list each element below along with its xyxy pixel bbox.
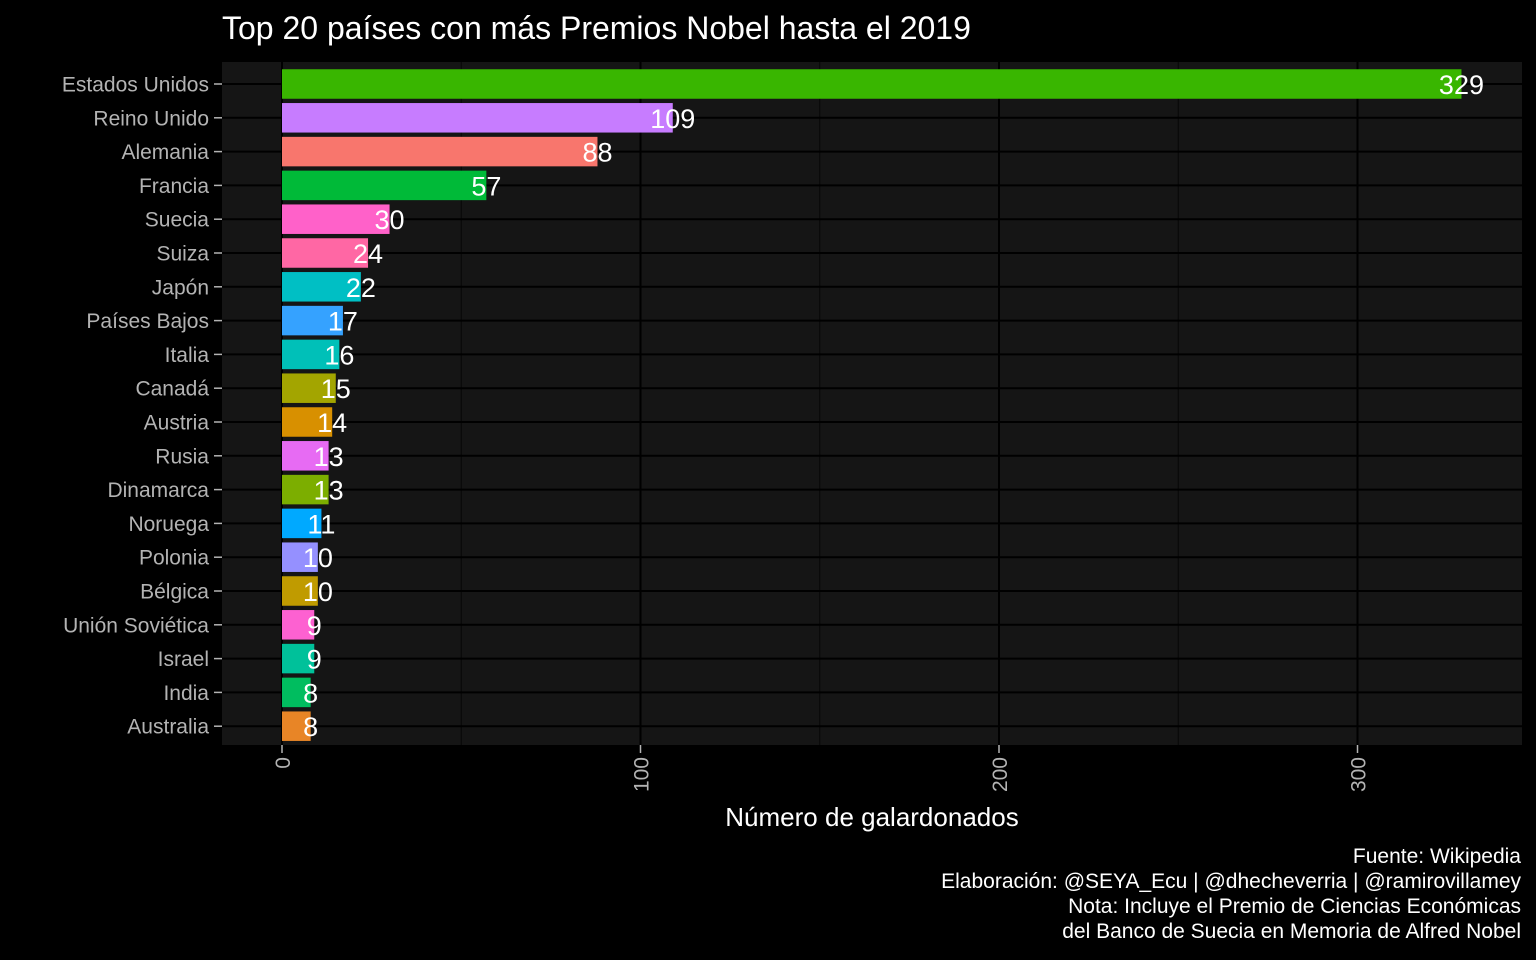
y-tick-label: Israel <box>158 648 209 671</box>
bar-value-label: 329 <box>1439 70 1484 100</box>
x-tick-label: 200 <box>989 757 1012 792</box>
bars <box>282 69 1462 741</box>
bar-value-label: 9 <box>307 645 322 675</box>
bar-value-label: 24 <box>353 239 383 269</box>
y-tick-label: Canadá <box>135 378 209 401</box>
chart-title: Top 20 países con más Premios Nobel hast… <box>222 10 971 46</box>
y-tick-label: Dinamarca <box>107 479 209 502</box>
bar <box>282 272 361 302</box>
bar-value-label: 16 <box>324 340 354 370</box>
bar <box>282 170 487 201</box>
bar <box>282 238 369 268</box>
bar-value-label: 17 <box>328 307 358 337</box>
y-tick-label: Italia <box>165 344 210 367</box>
bar-value-label: 57 <box>471 171 501 201</box>
x-tick-label: 0 <box>272 757 295 769</box>
y-axis: Estados Unidos Reino Unido Alemania Francia… <box>62 74 222 739</box>
y-tick-label: Bélgica <box>140 581 209 604</box>
bar-value-label: 30 <box>375 205 405 235</box>
bar-value-label: 10 <box>303 543 333 573</box>
bar-value-label: 14 <box>317 408 347 438</box>
y-tick-label: Alemania <box>121 141 209 164</box>
y-tick-label: Japón <box>152 276 209 299</box>
bar <box>282 576 318 606</box>
y-tick-label: Reino Unido <box>93 107 209 130</box>
caption-line: Nota: Incluye el Premio de Ciencias Econ… <box>1068 895 1521 918</box>
bar <box>282 643 315 674</box>
bar <box>282 69 1462 99</box>
x-axis-title: Número de galardonados <box>725 802 1018 832</box>
caption-line: Fuente: Wikipedia <box>1352 845 1521 868</box>
bar-value-label: 15 <box>321 374 351 404</box>
bar <box>282 339 340 370</box>
bar-value-label: 13 <box>314 476 344 506</box>
bar-value-label: 11 <box>307 509 335 539</box>
y-tick-label: Suiza <box>156 243 209 266</box>
y-tick-label: Australia <box>127 716 209 739</box>
bar-value-label: 9 <box>307 611 322 641</box>
bar <box>282 305 343 336</box>
bar <box>282 373 336 403</box>
x-axis: 0 100 200 300 <box>272 745 1371 792</box>
x-tick-label: 100 <box>631 757 654 792</box>
y-tick-label: Francia <box>139 175 209 198</box>
caption-line: Elaboración: @SEYA_Ecu | @dhecheverria |… <box>941 870 1521 893</box>
bar <box>282 474 329 505</box>
bar-value-label: 13 <box>314 442 344 472</box>
bar <box>282 136 598 167</box>
y-tick-label: Austria <box>144 412 210 435</box>
bar <box>282 677 311 708</box>
bar-value-label: 88 <box>582 138 612 168</box>
bar-value-label: 109 <box>650 104 695 134</box>
bar-value-label: 10 <box>303 577 333 607</box>
bar-value-label: 8 <box>303 712 318 742</box>
bar <box>282 542 318 572</box>
bar <box>282 441 329 471</box>
caption-line: del Banco de Suecia en Memoria de Alfred… <box>1062 920 1521 943</box>
bar-value-label: 22 <box>346 273 376 303</box>
y-tick-label: Rusia <box>155 445 209 468</box>
bar <box>282 508 322 539</box>
y-tick-label: India <box>163 682 209 705</box>
x-tick-label: 300 <box>1348 757 1371 792</box>
y-tick-label: Países Bajos <box>86 310 209 333</box>
y-tick-label: Noruega <box>128 513 209 536</box>
y-tick-label: Estados Unidos <box>62 74 209 97</box>
bar <box>282 204 390 234</box>
bar <box>282 407 333 437</box>
bar <box>282 610 315 640</box>
bar <box>282 103 673 133</box>
y-tick-label: Suecia <box>145 209 210 232</box>
bar-value-label: 8 <box>303 678 318 708</box>
chart-caption: Fuente: Wikipedia Elaboración: @SEYA_Ecu … <box>941 844 1521 944</box>
y-tick-label: Unión Soviética <box>63 614 209 637</box>
y-tick-label: Polonia <box>139 547 209 570</box>
bar <box>282 711 311 741</box>
